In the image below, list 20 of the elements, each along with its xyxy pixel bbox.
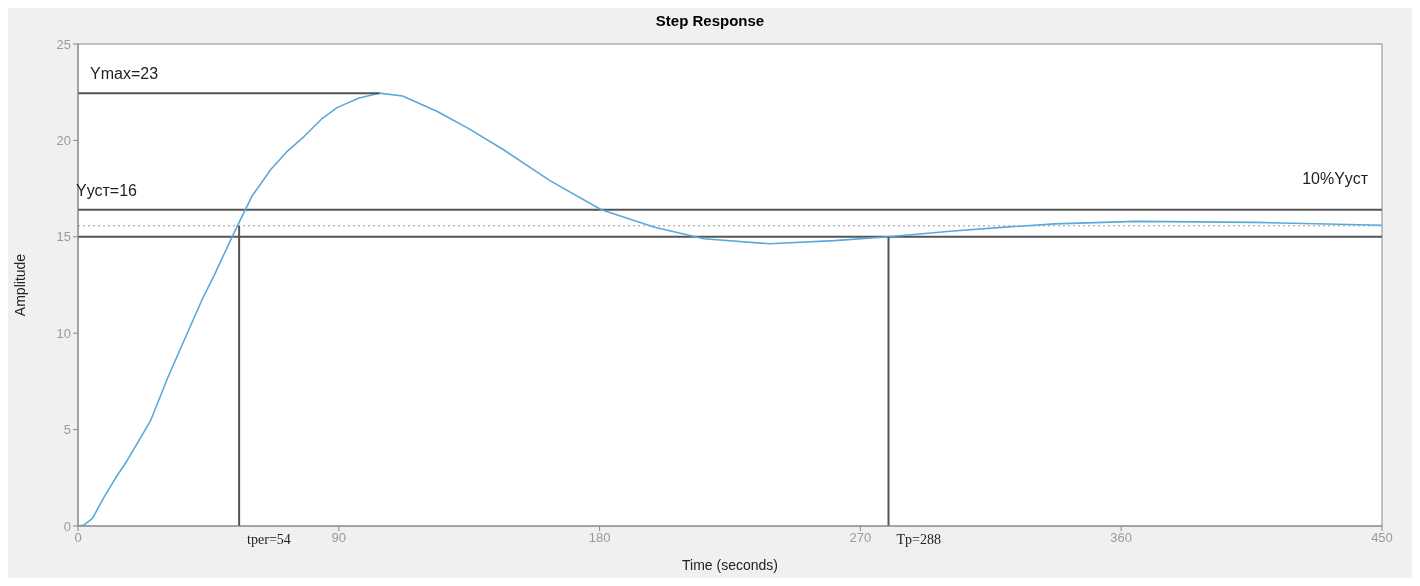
y-tick-label: 20 — [56, 133, 71, 149]
annotation: 10%Yуст — [1302, 169, 1368, 188]
y-tick-label: 0 — [63, 518, 71, 534]
x-tick-label: 270 — [849, 530, 872, 546]
x-tick-label: 180 — [588, 530, 611, 546]
y-tick-label: 5 — [63, 422, 71, 438]
y-axis-title: Amplitude — [11, 253, 28, 317]
y-tick-label: 10 — [56, 325, 71, 341]
x-tick-label: 0 — [74, 530, 82, 546]
y-tick-label: 15 — [56, 229, 71, 245]
annotation: tper=54 — [247, 532, 291, 548]
y-tick-label: 25 — [56, 36, 71, 52]
annotation: Ymax=23 — [90, 65, 159, 84]
x-tick-label: 90 — [331, 530, 347, 546]
annotation: Yуст=16 — [76, 181, 137, 200]
chart-title: Step Response — [654, 11, 766, 30]
annotation: Tp=288 — [896, 532, 941, 548]
x-tick-label: 450 — [1371, 530, 1393, 546]
x-axis-title: Time (seconds) — [682, 557, 778, 573]
x-tick-label: 360 — [1110, 530, 1133, 546]
